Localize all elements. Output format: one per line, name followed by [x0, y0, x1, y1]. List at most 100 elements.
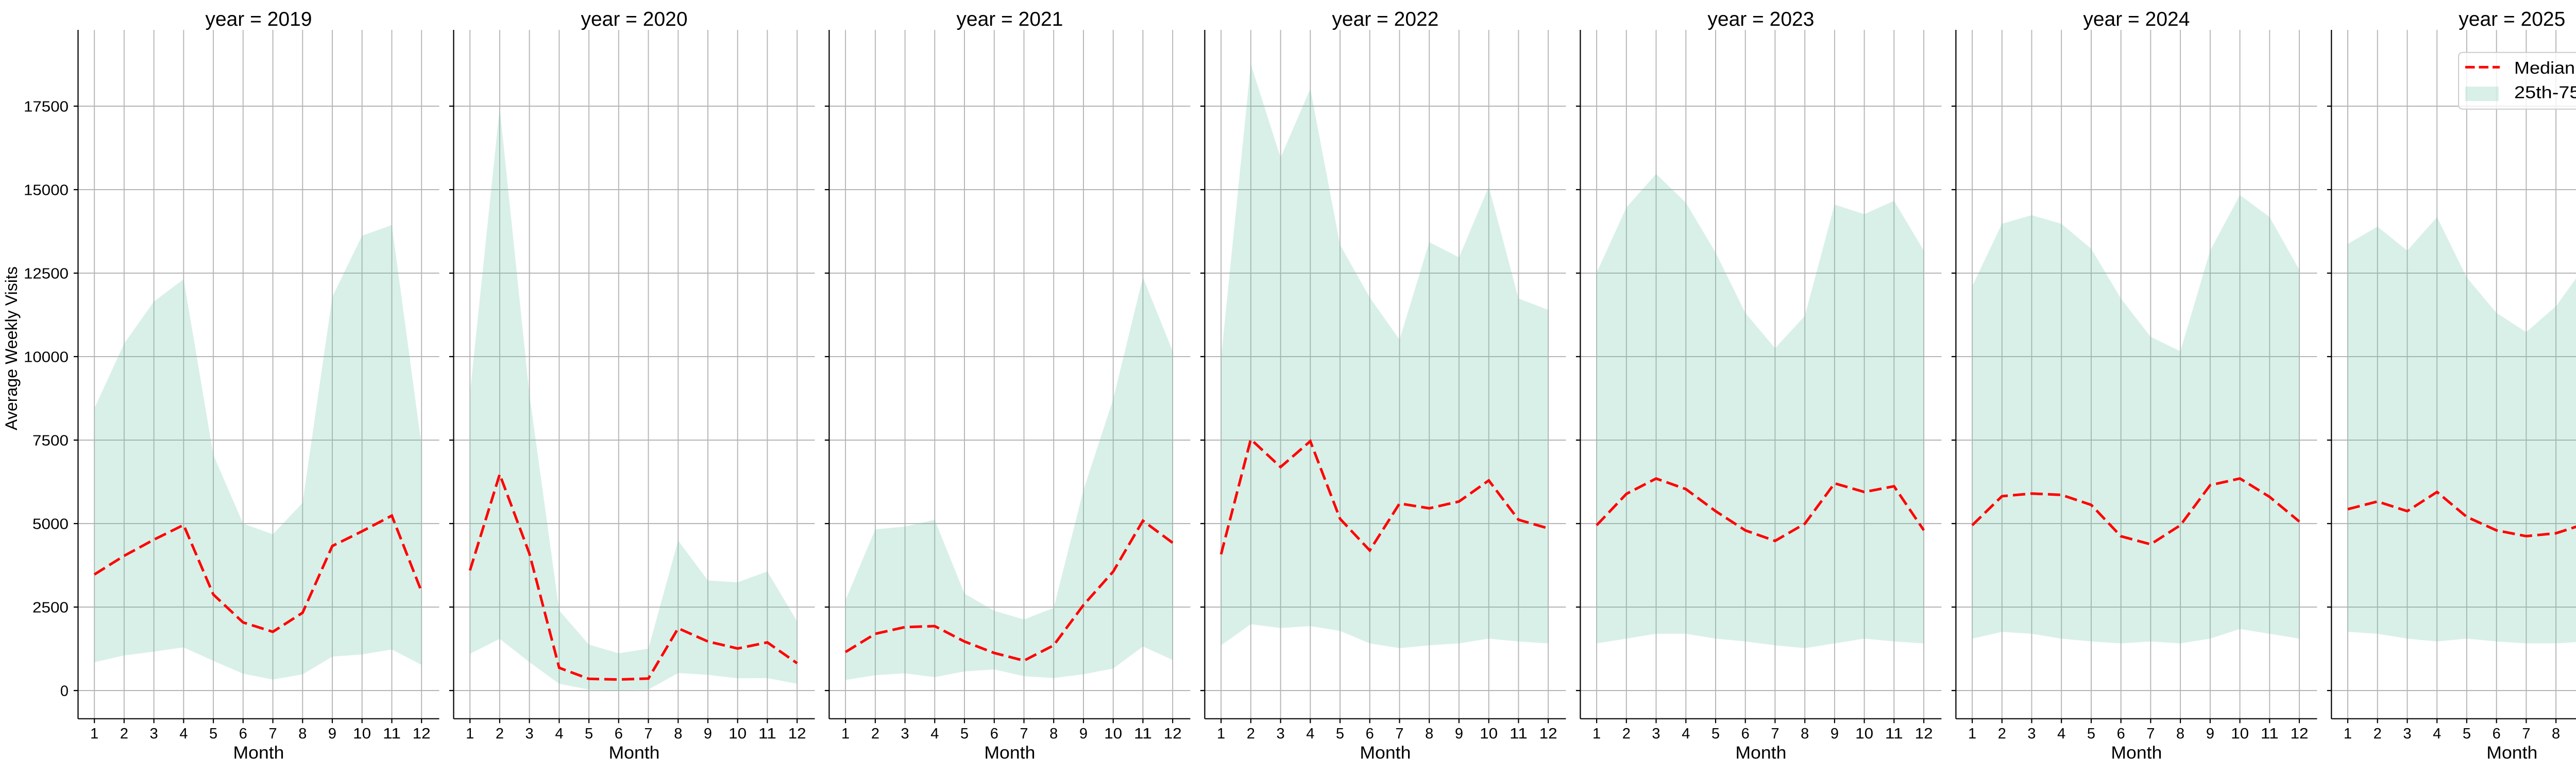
- svg-text:10: 10: [728, 726, 747, 742]
- svg-text:7: 7: [1020, 726, 1028, 742]
- svg-text:8: 8: [2552, 726, 2560, 742]
- svg-text:1: 1: [1968, 726, 1976, 742]
- svg-text:11: 11: [1134, 726, 1152, 742]
- svg-text:year = 2019: year = 2019: [206, 8, 312, 30]
- svg-text:5: 5: [209, 726, 217, 742]
- svg-text:1: 1: [841, 726, 850, 742]
- svg-text:25th-75th Percentile: 25th-75th Percentile: [2514, 82, 2576, 102]
- svg-text:8: 8: [298, 726, 307, 742]
- svg-text:2: 2: [1998, 726, 2006, 742]
- svg-text:8: 8: [1801, 726, 1809, 742]
- svg-text:7: 7: [644, 726, 652, 742]
- svg-text:12: 12: [1164, 726, 1182, 742]
- svg-text:6: 6: [1741, 726, 1750, 742]
- svg-text:3: 3: [1652, 726, 1660, 742]
- svg-text:8: 8: [1049, 726, 1058, 742]
- svg-text:5: 5: [2087, 726, 2095, 742]
- svg-text:year = 2021: year = 2021: [956, 8, 1063, 30]
- svg-text:5: 5: [585, 726, 593, 742]
- svg-text:7: 7: [1395, 726, 1403, 742]
- svg-text:1: 1: [2344, 726, 2352, 742]
- svg-text:3: 3: [150, 726, 158, 742]
- svg-text:4: 4: [2057, 726, 2065, 742]
- svg-text:year = 2023: year = 2023: [1707, 8, 1814, 30]
- svg-text:year = 2020: year = 2020: [581, 8, 688, 30]
- svg-text:2500: 2500: [32, 599, 69, 616]
- svg-text:12: 12: [413, 726, 431, 742]
- svg-text:11: 11: [758, 726, 776, 742]
- svg-text:8: 8: [674, 726, 682, 742]
- svg-text:6: 6: [2117, 726, 2125, 742]
- svg-text:6: 6: [1366, 726, 1374, 742]
- svg-text:11: 11: [2261, 726, 2279, 742]
- svg-text:4: 4: [555, 726, 563, 742]
- svg-text:2: 2: [496, 726, 504, 742]
- svg-text:1: 1: [466, 726, 474, 742]
- svg-text:1: 1: [90, 726, 98, 742]
- svg-text:9: 9: [2206, 726, 2214, 742]
- svg-text:12: 12: [1915, 726, 1933, 742]
- svg-text:5: 5: [1711, 726, 1720, 742]
- svg-text:1: 1: [1592, 726, 1601, 742]
- svg-text:4: 4: [1682, 726, 1690, 742]
- svg-text:9: 9: [704, 726, 712, 742]
- svg-text:year = 2025: year = 2025: [2459, 8, 2565, 30]
- svg-text:2: 2: [120, 726, 128, 742]
- svg-text:7500: 7500: [32, 432, 69, 449]
- svg-text:10: 10: [1480, 726, 1498, 742]
- svg-text:10: 10: [1104, 726, 1122, 742]
- svg-text:11: 11: [1885, 726, 1903, 742]
- svg-text:9: 9: [1079, 726, 1088, 742]
- svg-text:1: 1: [1217, 726, 1225, 742]
- svg-text:9: 9: [1455, 726, 1463, 742]
- svg-text:10: 10: [2231, 726, 2249, 742]
- svg-text:11: 11: [383, 726, 401, 742]
- svg-text:Month: Month: [2111, 743, 2162, 763]
- svg-text:8: 8: [2176, 726, 2184, 742]
- svg-text:Month: Month: [233, 743, 284, 763]
- svg-text:2: 2: [871, 726, 879, 742]
- svg-text:7: 7: [2522, 726, 2530, 742]
- svg-text:12500: 12500: [24, 265, 69, 282]
- svg-text:5: 5: [1336, 726, 1344, 742]
- svg-text:9: 9: [328, 726, 336, 742]
- svg-text:2: 2: [1622, 726, 1631, 742]
- svg-text:4: 4: [2433, 726, 2441, 742]
- svg-text:8: 8: [1425, 726, 1433, 742]
- svg-text:15000: 15000: [24, 182, 69, 198]
- svg-text:4: 4: [179, 726, 188, 742]
- svg-text:Month: Month: [984, 743, 1035, 763]
- svg-text:7: 7: [1771, 726, 1779, 742]
- svg-text:6: 6: [2493, 726, 2501, 742]
- svg-text:9: 9: [1831, 726, 1839, 742]
- svg-text:7: 7: [2146, 726, 2155, 742]
- svg-text:0: 0: [60, 683, 69, 699]
- svg-text:7: 7: [269, 726, 277, 742]
- svg-text:Month: Month: [1735, 743, 1786, 763]
- svg-text:10: 10: [1855, 726, 1873, 742]
- svg-text:Month: Month: [609, 743, 660, 763]
- svg-text:10: 10: [353, 726, 371, 742]
- svg-text:6: 6: [990, 726, 998, 742]
- svg-text:2: 2: [2374, 726, 2382, 742]
- svg-text:3: 3: [1277, 726, 1285, 742]
- svg-text:17500: 17500: [24, 98, 69, 115]
- svg-text:12: 12: [2291, 726, 2309, 742]
- svg-text:12: 12: [788, 726, 806, 742]
- svg-text:Median: Median: [2514, 58, 2575, 77]
- svg-text:3: 3: [526, 726, 534, 742]
- svg-text:10000: 10000: [24, 349, 69, 365]
- svg-text:6: 6: [615, 726, 623, 742]
- svg-text:year = 2022: year = 2022: [1332, 8, 1438, 30]
- svg-text:4: 4: [1306, 726, 1314, 742]
- svg-text:Month: Month: [2486, 743, 2537, 763]
- svg-text:Average Weekly Visits: Average Weekly Visits: [2, 266, 21, 430]
- svg-text:3: 3: [2403, 726, 2411, 742]
- svg-text:12: 12: [1539, 726, 1557, 742]
- svg-text:3: 3: [901, 726, 909, 742]
- svg-text:4: 4: [930, 726, 939, 742]
- svg-text:5000: 5000: [32, 516, 69, 532]
- svg-text:year = 2024: year = 2024: [2083, 8, 2190, 30]
- svg-text:2: 2: [1247, 726, 1255, 742]
- svg-text:11: 11: [1510, 726, 1528, 742]
